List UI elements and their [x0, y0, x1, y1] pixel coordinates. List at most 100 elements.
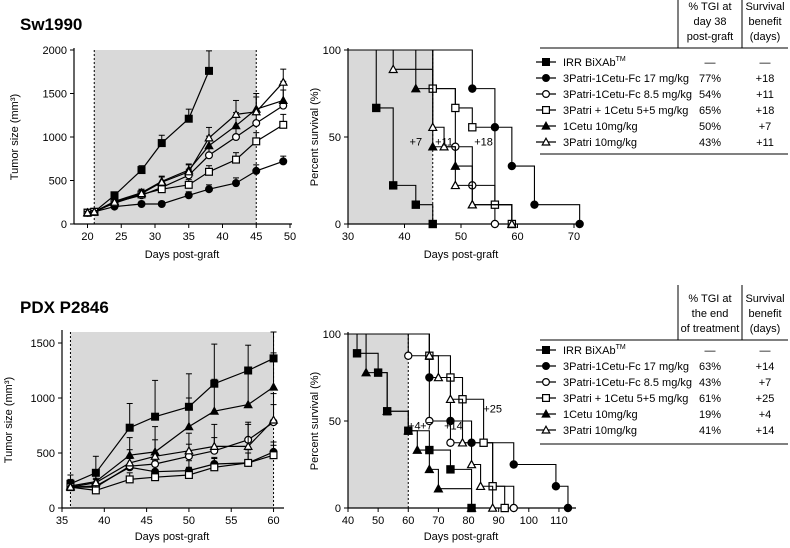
data-point	[232, 133, 241, 142]
survival-benefit-value: +11	[756, 137, 774, 149]
x-tick-label: 60	[402, 515, 414, 527]
survival-benefit-value: —	[760, 57, 771, 69]
data-point	[137, 166, 146, 175]
tgi-value: —	[705, 57, 716, 69]
legend-table-1: % TGI at day 38 post-graft Survival benefit (…	[536, 0, 788, 155]
legend-row: 1Cetu 10mg/kg 19% +4	[536, 409, 771, 421]
survival-point	[404, 351, 413, 360]
data-point	[252, 119, 261, 128]
data-point	[205, 66, 214, 75]
survival-point	[446, 438, 455, 447]
legend-row: 3Patri + 1Cetu 5+5 mg/kg 61% +25	[536, 393, 774, 405]
survival-benefit-value: +14	[756, 361, 775, 373]
series-2	[348, 49, 584, 229]
y-tick-label: 1000	[43, 132, 67, 144]
tgi-value: 43%	[699, 137, 721, 149]
legend-marker	[541, 121, 551, 130]
x-tick-label: 35	[183, 231, 195, 243]
survival-point	[424, 464, 435, 474]
series-1	[348, 49, 437, 229]
tgi-value: 19%	[699, 409, 721, 421]
data-point	[209, 441, 220, 450]
tgi-value: 43%	[699, 377, 721, 389]
legend-marker	[541, 346, 550, 355]
data-point	[243, 399, 253, 409]
tgi-value: 77%	[699, 73, 721, 85]
series-6	[65, 393, 279, 491]
data-point	[91, 486, 100, 495]
y-tick-label: 50	[329, 416, 341, 428]
data-point	[65, 482, 76, 491]
tgi-value: 54%	[699, 89, 721, 101]
data-point	[184, 114, 193, 123]
survival-point	[372, 103, 381, 113]
y-tick-label: 1500	[31, 338, 55, 350]
chart-panel-3: PDX P2846 35 40 45 50 55 60 0 500 1000 1500 Days po…	[3, 298, 284, 543]
table-header-tgi: day 38	[693, 16, 726, 28]
table-header-tgi: the end	[692, 308, 729, 320]
table-header-survival: Survival	[745, 293, 784, 305]
survival-point	[446, 465, 455, 474]
x-tick-label: 45	[250, 231, 262, 243]
data-point	[252, 166, 261, 175]
data-point	[252, 137, 261, 146]
y-tick-label: 100	[323, 45, 341, 57]
x-tick-label: 40	[216, 231, 228, 243]
table-header-survival: Survival	[745, 1, 784, 13]
tgi-value: 50%	[699, 121, 721, 133]
survival-point	[412, 444, 423, 454]
data-point	[109, 197, 120, 206]
legend-superscript: TM	[616, 56, 626, 63]
x-tick-label: 60	[267, 515, 279, 527]
legend-row: 3Patri-1Cetu-Fc 17 mg/kg 77% +18	[536, 73, 774, 85]
tgi-value: 41%	[699, 425, 721, 437]
series-6	[348, 333, 498, 512]
y-tick-label: 1000	[31, 393, 55, 405]
y-tick-label: 500	[49, 176, 67, 188]
survival-point	[428, 219, 437, 229]
data-point	[89, 206, 100, 216]
table-header-tgi: post-graft	[687, 31, 733, 43]
data-point	[278, 77, 289, 86]
legend-label: 3Patri 10mg/kg	[563, 137, 637, 149]
series-6	[82, 68, 289, 217]
y-tick-label: 0	[61, 219, 67, 231]
benefit-annotation: +4	[408, 421, 421, 433]
legend-row: IRR BiXAbTM — —	[536, 56, 771, 69]
data-point	[243, 441, 253, 450]
x-axis-label: Days post-graft	[145, 249, 220, 261]
series-line	[70, 386, 274, 487]
survival-point	[425, 416, 434, 426]
data-point	[124, 457, 135, 467]
x-tick-label: 100	[520, 515, 538, 527]
data-point	[210, 463, 219, 472]
data-point	[244, 458, 253, 467]
survival-point	[487, 502, 498, 512]
x-tick-label: 20	[81, 231, 93, 243]
survival-curve	[348, 333, 494, 508]
legend-label: 3Patri-1Cetu-Fc 8.5 mg/kg	[563, 89, 692, 101]
table-header-survival: benefit	[748, 16, 781, 28]
legend-superscript: TM	[616, 344, 626, 351]
legend-row: 3Patri 10mg/kg 43% +11	[536, 137, 774, 149]
survival-point	[509, 503, 518, 513]
data-point	[251, 106, 262, 116]
legend-label: 3Patri + 1Cetu 5+5 mg/kg	[563, 393, 688, 405]
x-tick-label: 50	[284, 231, 296, 243]
y-tick-label: 500	[37, 448, 55, 460]
chart-panel-4: 40 50 60 70 80 90 100 110 0 50 100 Days post-graft P…	[309, 329, 576, 543]
tgi-value: 61%	[699, 393, 721, 405]
chart-title: PDX P2846	[20, 298, 109, 317]
x-tick-label: 40	[342, 515, 354, 527]
survival-point	[551, 482, 561, 491]
x-tick-label: 90	[493, 515, 505, 527]
benefit-annotation: +7	[420, 421, 433, 433]
legend-marker	[541, 409, 551, 418]
benefit-annotation: +11	[435, 137, 453, 149]
data-point	[150, 451, 160, 460]
data-point	[125, 423, 134, 432]
y-axis-label: Tumor size (mm³)	[9, 94, 21, 180]
data-point	[231, 109, 241, 118]
data-point	[184, 191, 193, 200]
